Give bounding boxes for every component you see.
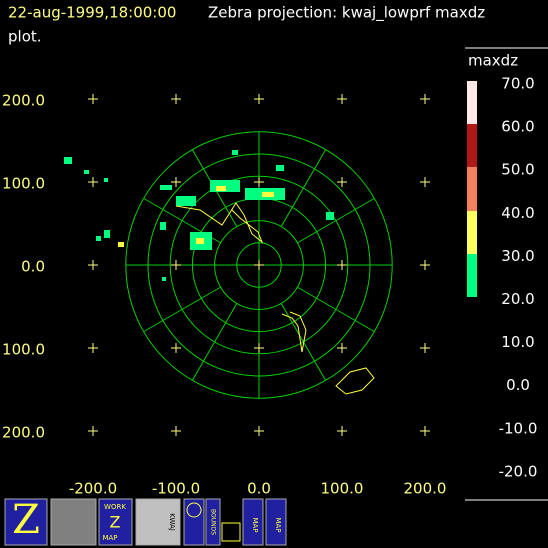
icon [186,502,202,518]
title: Zebra projection: kwaj_lowprf maxdz [208,4,485,23]
colorbar-label: 60.0 [501,118,534,136]
y-labels: 200.0 100.0 0.0 100.0 200.0 [2,92,45,442]
spoke [143,286,222,332]
echo [118,242,124,247]
colorbar-labels: 70.0 60.0 50.0 40.0 30.0 20.0 10.0 0.0 -10.0 -20.… [499,75,538,481]
y-label: 100.0 [2,175,45,193]
satellite-button[interactable] [50,498,97,546]
map-button[interactable] [265,498,287,546]
colorbar-label: 40.0 [501,204,534,222]
coastline [175,202,264,244]
button-label: Z [110,513,121,532]
radar-button[interactable] [183,498,205,546]
y-label: 0.0 [21,258,45,276]
zebra-button[interactable] [4,498,48,546]
button-label: BOUNDS [210,509,217,535]
color-swatch [467,81,477,124]
color-swatch [467,254,477,297]
spoke [296,198,375,244]
color-swatch [467,124,477,167]
echo [104,230,110,238]
button-label: KWAJ [168,513,176,531]
x-label: -200.0 [69,480,117,498]
echo [262,192,274,197]
coastline [281,311,307,353]
button-label: MAP [274,517,282,532]
island [335,367,375,395]
grid-crosses [88,94,430,436]
colorbar-label: -20.0 [499,462,538,480]
echo [162,277,166,281]
x-label: 0.0 [247,480,271,498]
toolbar: Z WORK Z MAP KWAJ BOUNDS MAP MAP [4,497,287,546]
bounds-button[interactable] [205,498,221,546]
button-label: WORK [104,503,126,511]
echo [96,236,101,241]
coastlines [175,202,375,395]
x-labels: -200.0 -100.0 0.0 100.0 200.0 [69,480,447,498]
spoke [192,302,238,381]
title-cont: plot. [8,28,42,46]
echo [160,185,172,190]
button-label: MAP [251,517,259,532]
echo [326,212,334,220]
colorbar [467,81,477,297]
grid-button[interactable] [221,522,241,542]
echo [276,165,284,171]
kwaj-button[interactable] [135,498,181,546]
colorbar-label: -10.0 [499,419,538,437]
echo [160,222,166,230]
colorbar-label: 50.0 [501,161,534,179]
workmap-button[interactable] [98,498,133,546]
y-label: 200.0 [2,92,45,110]
map-button[interactable] [242,498,264,546]
echo [216,186,226,191]
color-swatch [467,211,477,254]
spoke [280,149,326,228]
echo [232,150,238,155]
colorbar-label: 10.0 [501,333,534,351]
button-label: MAP [102,534,117,542]
colorbar-label: 20.0 [501,290,534,308]
echo [64,157,72,164]
colorbar-label: 70.0 [501,75,534,93]
spoke [296,286,375,332]
x-label: -100.0 [152,480,200,498]
echo [176,196,196,206]
colorbar-title: maxdz [468,52,518,70]
echo [84,170,89,174]
zebra-logo: Z [12,497,40,543]
timestamp: 22-aug-1999,18:00:00 [8,4,176,22]
color-swatch [467,167,477,211]
radar-echoes [64,150,334,281]
colorbar-label: 30.0 [501,247,534,265]
x-label: 100.0 [321,480,364,498]
x-label: 200.0 [404,480,447,498]
echo [104,178,108,182]
colorbar-label: 0.0 [506,376,530,394]
range-ring [125,131,393,399]
spoke [280,302,326,381]
y-label: 100.0 [2,341,45,359]
y-label: 200.0 [2,424,45,442]
echo [196,238,204,244]
